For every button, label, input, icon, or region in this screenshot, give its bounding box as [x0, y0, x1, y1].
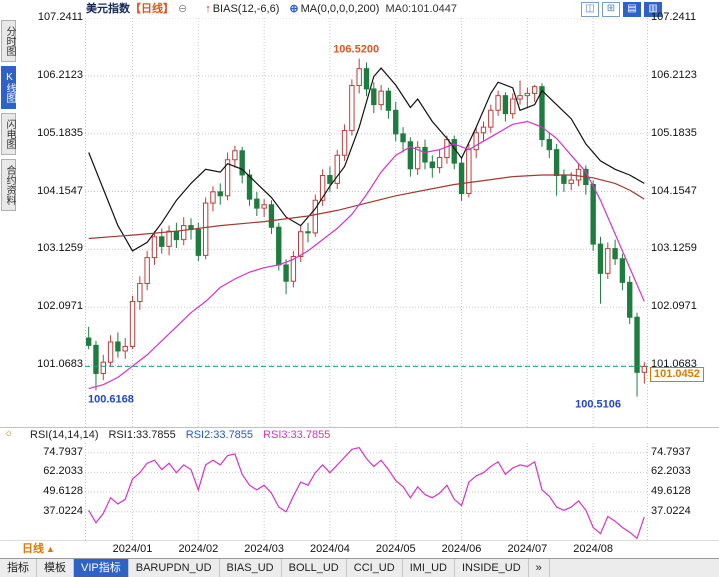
period-tag: 【日线】	[130, 3, 174, 15]
price-axis-label: 106.2123	[37, 68, 83, 81]
rsi1-value: RSI1:33.7855	[108, 429, 176, 441]
bottom-tab-BARUPDN_UD[interactable]: BARUPDN_UD	[129, 559, 220, 577]
rsi-axis-left: 74.7937 62.2033 49.6128 37.0224	[19, 0, 83, 577]
current-price-badge: 101.0452	[650, 367, 704, 383]
rsi-axis-label: 49.6128	[43, 485, 83, 498]
price-axis-label: 103.1259	[651, 242, 697, 255]
panel-switch-icon[interactable]: ▥	[644, 2, 662, 17]
indicator-settings-icon[interactable]: ☼	[4, 428, 14, 439]
layout-split-icon[interactable]: ◫	[581, 2, 599, 17]
rsi-header: RSI(14,14,14) RSI1:33.7855 RSI2:33.7855 RSI…	[30, 428, 340, 442]
bottom-tab-VIP指标[interactable]: VIP指标	[74, 559, 129, 577]
chart-header: 美元指数【日线】 ⊖ ↑ BIAS(12,-6,6) ⊕ MA(0,0,0,0,200) M…	[0, 0, 719, 18]
rsi-axis-right: 74.7937 62.2033 49.6128 37.0224	[651, 0, 715, 577]
rsi3-value: RSI3:33.7855	[263, 429, 331, 441]
rsi-axis-label: 49.6128	[651, 485, 691, 498]
x-axis-month-label: 2024/03	[244, 543, 284, 555]
x-axis-month-label: 2024/08	[573, 543, 614, 555]
rsi-line	[88, 447, 645, 540]
rsi-axis-label: 62.2033	[651, 465, 691, 478]
rsi-axis-label: 37.0224	[43, 504, 83, 517]
indicator-tab-bar: 指标 模板 VIP指标 BARUPDN_UD BIAS_UD BOLL_UD CCI_UD I…	[0, 558, 719, 577]
price-axis-label: 102.0971	[651, 300, 697, 313]
sidebar-tab-合约资料[interactable]: 合约资料	[1, 159, 16, 211]
rsi-indicator-chart[interactable]	[85, 443, 648, 540]
price-axis-label: 101.0683	[37, 358, 83, 371]
price-annotation: 106.5200	[333, 44, 379, 56]
bottom-tab-指标[interactable]: 指标	[0, 559, 37, 577]
bottom-tab-BIAS_UD[interactable]: BIAS_UD	[220, 559, 282, 577]
bottom-tab-INSIDE_UD[interactable]: INSIDE_UD	[455, 559, 529, 577]
sidebar-tab-闪电图[interactable]: 闪电图	[1, 113, 16, 155]
sidebar-tab-分时图[interactable]: 分时图	[1, 20, 16, 62]
bottom-tab-IMI_UD[interactable]: IMI_UD	[403, 559, 455, 577]
x-axis-month-label: 2024/05	[375, 543, 416, 555]
bottom-tab-BOLL_UD[interactable]: BOLL_UD	[282, 559, 347, 577]
rsi-axis-label: 62.2033	[43, 465, 83, 478]
panel-divider	[0, 427, 719, 428]
layout-grid-icon[interactable]: ⊞	[602, 2, 620, 17]
main-chart-svg: 106.5200 100.6168 100.5106	[85, 17, 648, 428]
bias-indicator-label[interactable]: BIAS(12,-6,6)	[212, 3, 280, 15]
period-selector[interactable]: 日线 ▲	[22, 542, 55, 557]
x-axis-month-label: 2024/04	[310, 543, 350, 555]
collapse-icon[interactable]: ⊖	[178, 3, 188, 15]
price-axis-label: 106.2123	[651, 68, 697, 81]
x-axis-month-label: 2024/07	[507, 543, 548, 555]
price-axis-right: 107.2411 106.2123 105.1835 104.1547 103.1259…	[651, 0, 715, 577]
ma-fast-black	[88, 67, 645, 252]
price-axis-label: 103.1259	[37, 242, 83, 255]
bias-marker-icon[interactable]: ↑	[205, 3, 211, 15]
x-axis-month-label: 2024/01	[112, 543, 153, 555]
chart-type-sidebar: 分时图 K线图闪电图合约资料	[1, 20, 17, 211]
window-layout-icons: ◫ ⊞ ▤ ▥	[581, 2, 662, 17]
ma-slow-darkred	[88, 174, 645, 240]
time-axis: 日线 ▲ 2024/01 2024/02 2024/03 2024/04 2024/05 2…	[0, 540, 719, 558]
price-annotation: 100.6168	[88, 394, 134, 406]
rsi-title[interactable]: RSI(14,14,14)	[30, 429, 99, 441]
price-axis-label: 102.0971	[37, 300, 83, 313]
ma-indicator-label[interactable]: MA(0,0,0,0,200)	[300, 3, 380, 15]
price-axis-left: 107.2411 106.2123 105.1835 104.1547 103.1259…	[19, 0, 83, 577]
panel-list-icon[interactable]: ▤	[623, 2, 641, 17]
ma-long-magenta	[88, 120, 645, 390]
period-label: 日线	[22, 543, 44, 555]
main-candlestick-chart[interactable]: 106.5200 100.6168 100.5106	[85, 17, 648, 428]
bottom-tab-模板[interactable]: 模板	[37, 559, 74, 577]
x-axis-month-label: 2024/06	[441, 543, 482, 555]
x-axis-month-label: 2024/02	[178, 543, 219, 555]
price-axis-label: 104.1547	[651, 184, 697, 197]
price-axis-label: 104.1547	[37, 184, 83, 197]
ma-marker-icon[interactable]: ⊕	[289, 3, 299, 15]
period-arrow-icon: ▲	[46, 544, 55, 554]
rsi-axis-label: 74.7937	[651, 445, 691, 458]
symbol-name: 美元指数	[86, 3, 130, 15]
rsi-axis-label: 74.7937	[43, 445, 83, 458]
rsi2-value: RSI2:33.7855	[185, 429, 254, 441]
rsi-axis-label: 37.0224	[651, 504, 691, 517]
sidebar-tab-K线图[interactable]: K线图	[1, 66, 16, 109]
price-axis-label: 105.1835	[37, 126, 83, 139]
price-axis-label: 105.1835	[651, 126, 697, 139]
rsi-chart-svg	[85, 443, 648, 540]
price-annotation: 100.5106	[575, 399, 621, 411]
bottom-tab-»[interactable]: »	[529, 559, 550, 577]
bottom-tab-CCI_UD[interactable]: CCI_UD	[347, 559, 403, 577]
ma0-value: MA0:101.0447	[385, 3, 458, 15]
